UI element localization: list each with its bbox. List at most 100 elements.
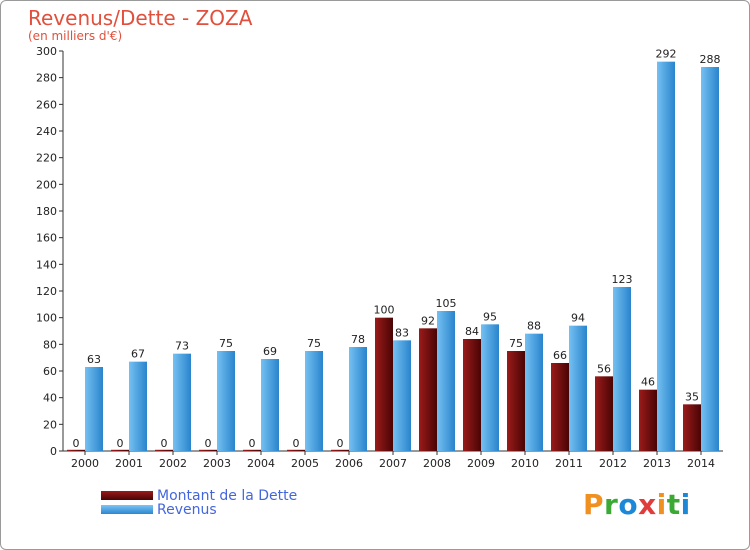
x-tick-label: 2009 <box>467 457 495 470</box>
bar-dette <box>419 328 437 451</box>
data-label-dette: 0 <box>249 437 256 450</box>
bar-dette <box>331 449 349 451</box>
bar-dette <box>683 404 701 451</box>
logo-letter: P <box>583 488 605 521</box>
data-label-dette: 35 <box>685 390 699 403</box>
y-tick-label: 80 <box>43 338 57 351</box>
x-tick-label: 2011 <box>555 457 583 470</box>
data-label-revenus: 67 <box>131 348 145 361</box>
data-label-dette: 84 <box>465 325 479 338</box>
x-tick-label: 2005 <box>291 457 319 470</box>
bar-dette <box>243 449 261 451</box>
data-label-dette: 0 <box>337 437 344 450</box>
y-tick-label: 280 <box>36 72 57 85</box>
logo-letter: r <box>604 488 619 521</box>
data-label-revenus: 94 <box>571 312 585 325</box>
y-tick-label: 0 <box>50 445 57 458</box>
bar-dette <box>463 339 481 451</box>
x-tick-label: 2010 <box>511 457 539 470</box>
bar-revenus <box>657 61 675 452</box>
data-label-dette: 56 <box>597 362 611 375</box>
x-tick-label: 2000 <box>71 457 99 470</box>
x-tick-label: 2003 <box>203 457 231 470</box>
data-label-revenus: 73 <box>175 340 189 353</box>
y-tick-label: 20 <box>43 418 57 431</box>
bar-revenus <box>349 347 367 451</box>
x-tick-label: 2007 <box>379 457 407 470</box>
data-label-revenus: 288 <box>700 53 721 66</box>
data-label-revenus: 75 <box>307 337 321 350</box>
data-label-revenus: 75 <box>219 337 233 350</box>
bar-dette <box>551 363 569 451</box>
y-tick-label: 300 <box>36 45 57 58</box>
y-tick-label: 260 <box>36 98 57 111</box>
legend-item-dette: Montant de la Dette <box>101 487 298 504</box>
logo-letter: o <box>618 488 639 521</box>
x-tick-label: 2001 <box>115 457 143 470</box>
data-label-revenus: 83 <box>395 326 409 339</box>
y-axis: 0 20 40 60 80 100 120 140 160 180 200 220 240 260 280 3… <box>36 45 64 458</box>
x-tick-label: 2014 <box>687 457 715 470</box>
bar-dette <box>111 449 129 451</box>
data-label-dette: 0 <box>205 437 212 450</box>
legend-swatch-dette <box>101 491 153 500</box>
bar-revenus <box>85 367 103 451</box>
x-tick-label: 2008 <box>423 457 451 470</box>
data-label-revenus: 123 <box>612 273 633 286</box>
y-tick-label: 240 <box>36 125 57 138</box>
data-label-dette: 0 <box>293 437 300 450</box>
logo-letter: t <box>666 488 681 521</box>
x-tick-label: 2012 <box>599 457 627 470</box>
bar-revenus <box>525 333 543 451</box>
y-tick-label: 160 <box>36 232 57 245</box>
bar-dette <box>199 449 217 451</box>
data-label-revenus: 88 <box>527 320 541 333</box>
chart-subtitle: (en milliers d'€) <box>28 29 123 43</box>
y-tick-label: 100 <box>36 312 57 325</box>
legend-label-dette: Montant de la Dette <box>157 487 298 504</box>
bar-dette <box>375 317 393 451</box>
data-label-dette: 0 <box>73 437 80 450</box>
y-tick-label: 40 <box>43 392 57 405</box>
x-tick-label: 2004 <box>247 457 275 470</box>
y-tick-label: 180 <box>36 205 57 218</box>
data-label-dette: 0 <box>161 437 168 450</box>
bar-dette <box>155 449 173 451</box>
y-tick-label: 140 <box>36 258 57 271</box>
logo-letter: i <box>656 488 667 521</box>
bar-revenus <box>437 311 455 451</box>
logo-letter: x <box>638 488 657 521</box>
bar-dette <box>67 449 85 451</box>
logo-letter: i <box>680 488 691 521</box>
legend-item-revenus: Revenus <box>101 502 217 518</box>
data-label-revenus: 63 <box>87 353 101 366</box>
bars <box>67 61 719 452</box>
bar-dette <box>507 351 525 451</box>
data-label-revenus: 292 <box>656 48 677 61</box>
bar-dette <box>287 449 305 451</box>
y-tick-label: 200 <box>36 178 57 191</box>
data-label-dette: 75 <box>509 337 523 350</box>
bar-revenus <box>305 351 323 451</box>
x-tick-label: 2013 <box>643 457 671 470</box>
bar-dette <box>639 389 657 451</box>
data-label-dette: 92 <box>421 314 435 327</box>
legend-swatch-revenus <box>101 505 153 514</box>
data-label-revenus: 95 <box>483 310 497 323</box>
bar-dette <box>595 376 613 451</box>
bar-revenus <box>217 351 235 451</box>
x-tick-label: 2006 <box>335 457 363 470</box>
bar-revenus <box>613 287 631 451</box>
y-tick-label: 120 <box>36 285 57 298</box>
data-label-dette: 0 <box>117 437 124 450</box>
data-labels: 0 0 0 0 0 0 0 100 92 84 75 66 56 46 35 63 67 73 75 69 75 78 83… <box>73 48 721 450</box>
bar-revenus <box>569 325 587 451</box>
x-axis: 2000 2001 2002 2003 2004 2005 2006 2007 2008 2009… <box>63 450 723 470</box>
bar-revenus <box>481 324 499 451</box>
proxiti-logo: Proxiti <box>583 488 691 521</box>
data-label-revenus: 78 <box>351 333 365 346</box>
chart-title: Revenus/Dette - ZOZA <box>28 6 253 30</box>
y-tick-label: 220 <box>36 152 57 165</box>
